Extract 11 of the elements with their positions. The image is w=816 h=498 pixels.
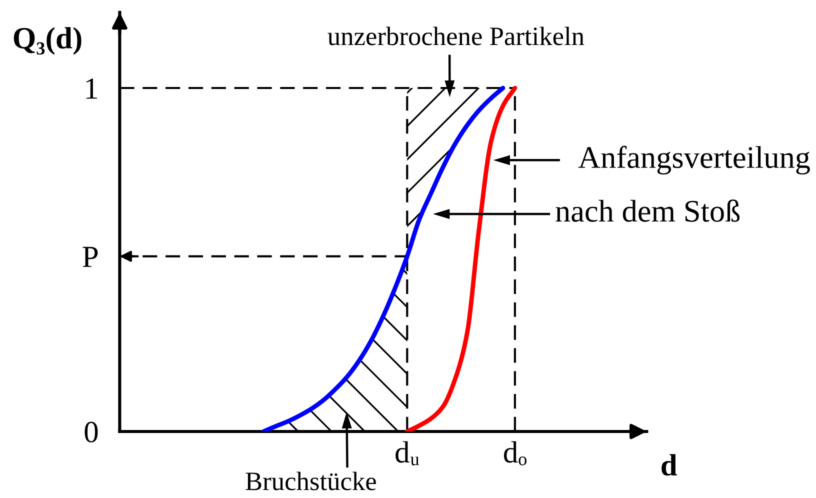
y-tick-label: 0 <box>84 422 98 442</box>
x-tick-label: dᵤ <box>396 441 420 466</box>
series-label: Bruchstücke <box>246 472 376 490</box>
annotation: unzerbrochene Partikeln <box>328 26 584 46</box>
x-tick-label: dₒ <box>504 441 526 466</box>
x-axis-title: d <box>662 454 677 476</box>
annotation: nach dem Stoß <box>556 200 740 222</box>
y-tick-label: P <box>82 246 98 267</box>
y-axis-title: Q₃(d) <box>14 27 82 55</box>
annotation: Anfangsverteilung <box>578 146 810 175</box>
y-tick-label: 1 <box>86 78 98 99</box>
